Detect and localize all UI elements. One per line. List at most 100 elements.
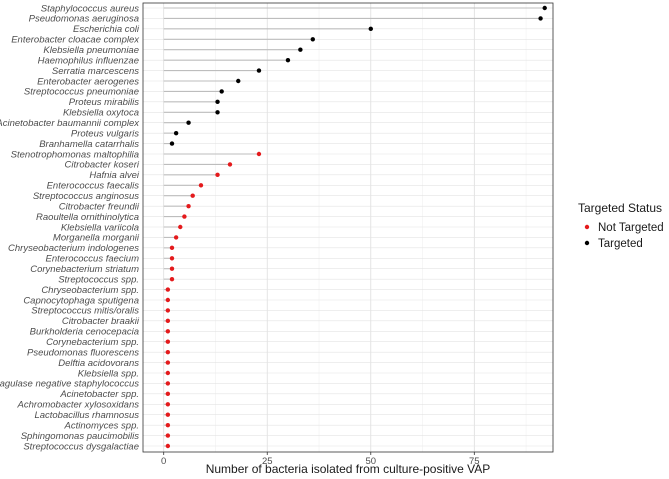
y-tick-label: Enterobacter cloacae complex — [11, 35, 140, 46]
y-tick-label: Klebsiella oxytoca — [63, 108, 139, 119]
y-tick-label: Klebsiella pneumoniae — [43, 45, 139, 56]
legend-key — [584, 224, 590, 230]
y-tick-label: Streptococcus mitis/oralis — [31, 306, 139, 317]
y-tick-label: Streptococcus dysgalactiae — [23, 441, 139, 452]
data-point — [198, 183, 204, 188]
data-point — [310, 37, 315, 42]
data-point — [256, 151, 262, 157]
data-point — [165, 349, 171, 355]
data-point — [215, 172, 220, 178]
data-point — [169, 276, 175, 282]
y-tick-label: Enterobacter aerogenes — [37, 76, 139, 87]
y-tick-label: Pseudomonas aeruginosa — [29, 14, 139, 25]
data-point — [169, 266, 175, 271]
y-tick-label: Haemophilus influenzae — [38, 55, 139, 66]
data-point — [186, 203, 191, 209]
x-axis-label: Number of bacteria isolated from culture… — [206, 462, 491, 476]
data-point — [165, 360, 171, 365]
y-tick-label: Burkholderia cenocepacia — [30, 327, 139, 338]
y-tick-label: Corynebacterium spp. — [46, 337, 139, 348]
data-point — [165, 433, 171, 438]
y-tick-label: Klebsiella variicola — [61, 222, 139, 233]
legend-key — [584, 240, 590, 246]
y-tick-label: Citrobacter braakii — [62, 316, 140, 327]
y-tick-label: Coagulase negative staphylococcus — [0, 379, 139, 390]
y-tick-label: Morganella morganii — [53, 233, 140, 244]
data-point — [169, 141, 175, 146]
y-tick-label: Stenotrophomonas maltophilia — [11, 149, 139, 160]
stem-lines — [163, 7, 545, 447]
y-tick-label: Streptococcus anginosus — [33, 191, 139, 202]
x-tick-label: 50 — [365, 456, 376, 467]
y-tick-label: Acinetobacter baumannii complex — [0, 118, 140, 129]
x-tick-labels: 0 25 50 75 — [161, 452, 480, 467]
y-tick-label: Pseudomonas fluorescens — [27, 347, 139, 358]
data-point — [165, 339, 171, 344]
y-tick-label: Chryseobacterium indologenes — [8, 243, 139, 254]
data-point — [165, 422, 171, 428]
data-point — [219, 89, 224, 94]
y-tick-label: Corynebacterium striatum — [30, 264, 139, 275]
data-point — [215, 110, 220, 115]
y-tick-label: Achromobacter xylosoxidans — [17, 400, 140, 411]
data-point — [182, 214, 187, 219]
legend: Targeted Status Not Targeted Targeted — [578, 201, 664, 250]
y-tick-label: Sphingomonas paucimobilis — [21, 431, 140, 442]
y-tick-label: Staphylococcus aureus — [41, 3, 139, 14]
data-point — [215, 99, 220, 105]
y-tick-label: Raoultella ornithinolytica — [36, 212, 139, 223]
data-point — [165, 412, 171, 417]
y-tick-label: Proteus vulgaris — [71, 128, 139, 139]
y-tick-label: Streptococcus pneumoniae — [24, 87, 139, 98]
y-tick-label: Escherichia coli — [73, 24, 140, 35]
data-point — [178, 224, 183, 230]
data-point — [538, 16, 543, 21]
data-point — [368, 26, 373, 32]
y-tick-label: Enterococcus faecalis — [47, 181, 140, 192]
y-tick-label: Citrobacter freundii — [59, 201, 140, 212]
data-point — [165, 370, 171, 376]
data-point — [285, 57, 291, 63]
y-tick-label: Streptococcus spp. — [58, 274, 139, 285]
data-point — [169, 256, 175, 261]
y-tick-label: Branhamella catarrhalis — [39, 139, 139, 150]
y-tick-label: Actinomyces spp. — [64, 420, 139, 431]
data-point — [165, 297, 171, 303]
y-tick-label: Delftia acidovorans — [58, 358, 139, 369]
data-point — [190, 193, 195, 198]
x-tick-label: 25 — [262, 456, 273, 467]
data-point — [165, 318, 171, 324]
y-tick-label: Capnocytophaga sputigena — [23, 295, 139, 306]
data-point — [165, 402, 171, 407]
data-point — [169, 245, 175, 251]
data-point — [542, 5, 547, 11]
data-point — [165, 381, 171, 386]
data-point — [165, 287, 171, 292]
y-tick-label: Proteus mirabilis — [69, 97, 139, 108]
data-point — [227, 162, 233, 167]
y-tick-label: Serratia marcescens — [52, 66, 139, 77]
y-tick-label: Enterococcus faecium — [46, 254, 140, 265]
legend-label: Targeted — [598, 238, 643, 250]
y-tick-label: Klebsiella spp. — [78, 368, 139, 379]
data-point — [165, 329, 171, 334]
y-tick-label: Chryseobacterium spp. — [41, 285, 139, 296]
data-point — [256, 68, 262, 73]
data-point — [186, 120, 191, 125]
data-point — [165, 391, 171, 397]
data-point — [236, 78, 241, 84]
legend-title: Targeted Status — [578, 201, 662, 215]
y-tick-label: Citrobacter koseri — [65, 160, 140, 171]
panel-border — [142, 2, 554, 453]
y-tick-label: Hafnia alvei — [89, 170, 140, 181]
data-point — [165, 308, 171, 313]
data-point — [173, 235, 179, 240]
legend-label: Not Targeted — [598, 222, 664, 234]
data-point — [165, 443, 171, 449]
data-point — [173, 130, 179, 136]
y-tick-label: Lactobacillus rhamnosus — [34, 410, 139, 421]
x-tick-label: 0 — [161, 456, 166, 467]
data-point — [298, 47, 303, 52]
